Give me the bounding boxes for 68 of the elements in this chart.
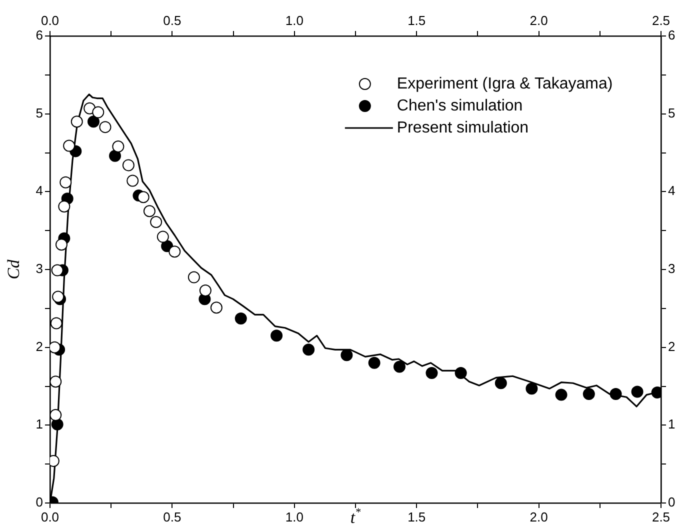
x2-tick-label: 2.0	[530, 12, 548, 28]
point	[454, 367, 467, 380]
x-tick-label: 1.0	[285, 509, 304, 524]
point	[610, 388, 622, 400]
point	[99, 121, 112, 134]
point	[58, 200, 70, 212]
point	[52, 290, 64, 303]
y2-tick-label: 1	[668, 416, 676, 432]
point	[270, 330, 283, 342]
legend-label: Present simulation	[396, 119, 529, 136]
y2-tick-label: 4	[668, 183, 676, 198]
point	[582, 388, 595, 400]
point	[168, 246, 181, 258]
x-tick-label: 2.0	[530, 509, 548, 524]
point	[55, 238, 68, 251]
point	[70, 116, 83, 128]
x-tick-label: 0.5	[163, 509, 182, 524]
point	[302, 344, 315, 356]
point	[109, 150, 122, 162]
y-tick-label: 3	[36, 261, 43, 276]
point	[631, 386, 644, 398]
point	[122, 159, 134, 172]
x2-tick-label: 0.5	[163, 12, 182, 28]
legend-label: Chen's simulation	[396, 97, 523, 114]
x-tick-label: 2.5	[652, 509, 670, 524]
y2-tick-label: 2	[668, 338, 676, 354]
point	[51, 264, 64, 276]
point	[340, 349, 353, 362]
point	[137, 191, 150, 204]
point	[150, 216, 162, 228]
x-tick-label: 0.0	[40, 509, 60, 524]
y2-tick-label: 0	[668, 494, 676, 510]
x2-tick-label: 0.0	[40, 12, 60, 28]
y-tick-label: 6	[36, 28, 43, 43]
y-tick-label: 5	[36, 105, 43, 120]
legend-label: Experiment (Igra & Takayama)	[396, 75, 613, 92]
point	[143, 205, 156, 218]
y2-tick-label: 6	[668, 28, 676, 43]
point	[199, 284, 212, 297]
point	[50, 341, 61, 354]
x2-tick-label: 1.5	[408, 12, 426, 28]
point	[526, 382, 538, 395]
point	[210, 302, 222, 314]
y-axis-title: Cd	[4, 259, 23, 280]
y-tick-label: 1	[36, 416, 43, 432]
x-tick-label: 1.5	[408, 509, 426, 524]
point	[63, 140, 76, 152]
point	[92, 106, 104, 118]
y-tick-label: 4	[36, 183, 43, 198]
y-tick-label: 2	[36, 338, 43, 354]
y2-tick-label: 5	[668, 105, 676, 120]
point	[494, 377, 507, 390]
x-axis-title: t*	[350, 506, 362, 527]
point	[50, 376, 62, 388]
point	[88, 116, 100, 128]
point	[368, 356, 380, 369]
point	[393, 360, 406, 373]
point	[50, 409, 62, 422]
point	[234, 312, 247, 325]
point	[555, 388, 568, 401]
point	[426, 367, 438, 380]
y-tick-label: 0	[36, 494, 43, 510]
y2-tick-label: 3	[668, 261, 676, 276]
point	[126, 174, 139, 187]
point	[188, 271, 200, 284]
x2-tick-label: 2.5	[652, 12, 670, 28]
x2-tick-label: 1.0	[285, 12, 304, 28]
point	[51, 418, 64, 430]
